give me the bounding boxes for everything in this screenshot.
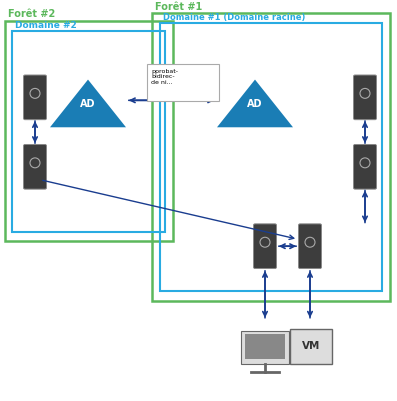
Polygon shape	[50, 79, 126, 127]
Text: Forêt #2: Forêt #2	[8, 9, 55, 19]
Bar	[5, 21, 173, 241]
FancyBboxPatch shape	[353, 144, 376, 189]
Text: Forêt #1: Forêt #1	[155, 2, 202, 12]
Bar	[152, 13, 390, 301]
FancyBboxPatch shape	[23, 144, 46, 189]
Text: Domaine #2: Domaine #2	[15, 21, 77, 30]
Bar	[160, 23, 382, 291]
FancyBboxPatch shape	[241, 330, 289, 364]
FancyBboxPatch shape	[290, 328, 332, 364]
Text: Domaine #1 (Domaine racine): Domaine #1 (Domaine racine)	[163, 13, 305, 22]
Text: AD: AD	[80, 99, 96, 109]
FancyBboxPatch shape	[299, 224, 322, 269]
FancyBboxPatch shape	[147, 64, 219, 101]
Text: VM: VM	[302, 341, 320, 351]
Polygon shape	[217, 79, 293, 127]
FancyBboxPatch shape	[245, 334, 285, 359]
FancyBboxPatch shape	[254, 224, 276, 269]
Text: pprobat-
bidirec-
de ni...: pprobat- bidirec- de ni...	[151, 69, 178, 85]
Bar	[12, 31, 165, 232]
FancyBboxPatch shape	[23, 75, 46, 119]
FancyBboxPatch shape	[353, 75, 376, 119]
Text: AD: AD	[247, 99, 263, 109]
